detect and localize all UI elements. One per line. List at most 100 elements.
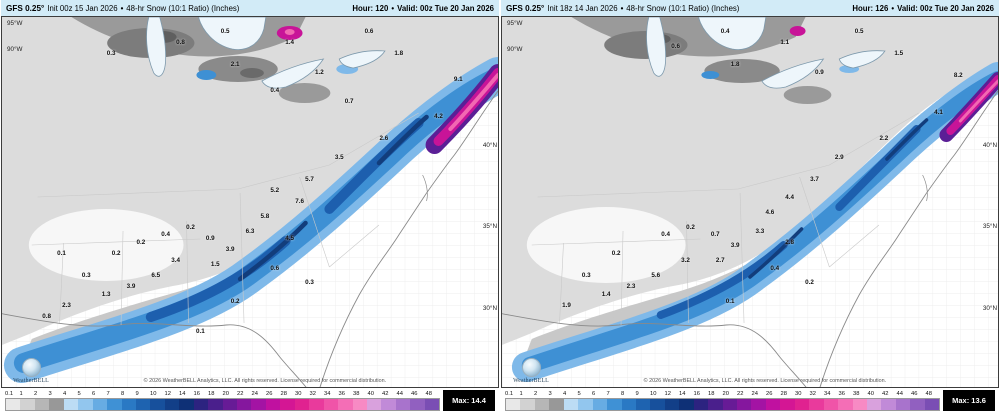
valid-time: Valid: 00z Tue 20 Jan 2026 (397, 3, 494, 13)
colorbar-tick: 14 (179, 391, 186, 397)
colorbar-cell (34, 399, 50, 410)
weatherbell-logo: WeatherBELL (7, 358, 55, 384)
colorbar-cell (823, 399, 839, 410)
colorbar-cell (265, 399, 281, 410)
weatherbell-logo-text: WeatherBELL (13, 378, 49, 384)
colorbar-cell (6, 399, 21, 410)
snow-value-label: 7.6 (295, 197, 304, 205)
panel-header: GFS 0.25° Init 00z 15 Jan 2026 • 48-hr Snow… (1, 0, 499, 16)
colorbar-tick: 36 (838, 391, 845, 397)
longitude-label: 95°W (506, 19, 523, 27)
snow-value-label: 2.1 (230, 60, 240, 68)
longitude-label: 90°W (6, 45, 23, 53)
coastline (502, 90, 998, 387)
colorbar-cell (621, 399, 636, 410)
state-borders (31, 112, 419, 326)
snow-value-label: 2.7 (715, 257, 725, 265)
colorbar-cell (193, 399, 209, 410)
colorbar-tick: 10 (150, 391, 157, 397)
colorbar-tick: 2 (34, 391, 38, 397)
snow-value-label: 3.2 (681, 257, 690, 265)
colorbar-tick: 48 (425, 391, 432, 397)
colorbar-tick: 10 (650, 391, 657, 397)
snow-value-label: 1.5 (210, 260, 220, 268)
snow-band-mid-blue (13, 67, 498, 373)
snow-value-label: 6.5 (151, 271, 161, 279)
colorbar-cell (549, 399, 564, 410)
snow-value-label: 1.4 (285, 38, 295, 46)
colorbar-tick: 18 (708, 391, 715, 397)
colorbar-tick: 6 (92, 391, 96, 397)
colorbar-tick: 26 (266, 391, 273, 397)
colorbar-cell (135, 399, 151, 410)
snow-value-label: 0.2 (111, 249, 121, 257)
coastline (2, 90, 498, 387)
snow-value-label: 1.8 (730, 60, 740, 68)
snow-value-label: 1.5 (894, 49, 904, 57)
colorbar-tick: 30 (295, 391, 302, 397)
snow-value-label: 1.2 (315, 68, 324, 76)
snow-value-label: 0.2 (230, 297, 240, 305)
colorbar-tick: 20 (722, 391, 729, 397)
colorbar-tick: 0.1 (5, 391, 14, 397)
colorbar-tick: 20 (222, 391, 229, 397)
colorbar-cell (309, 399, 324, 410)
snow-value-label: 2.3 (626, 282, 636, 290)
snow-value-label: 2.6 (379, 134, 389, 142)
colorbar-cell (92, 399, 108, 410)
snow-value-label: 0.4 (270, 86, 280, 94)
colorbar-ticks: 0.1 1 2 3 4 5 6 7 8 9 10 12 14 16 18 20 22 24 26 28 30 32 34 36… (505, 390, 940, 398)
colorbar-tick: 4 (563, 391, 567, 397)
colorbar-tick: 26 (766, 391, 773, 397)
weatherbell-logo-text: WeatherBELL (513, 378, 549, 384)
colorbar-cell (410, 399, 425, 410)
snow-value-label: 9.1 (453, 75, 463, 83)
colorbar-cell (881, 399, 896, 410)
snow-value-label: 0.3 (106, 49, 116, 57)
snow-value-label: 0.6 (671, 42, 680, 50)
snow-band-navy (237, 114, 429, 282)
snow-band-pink-core (448, 73, 498, 131)
snow-value-label: 1.8 (394, 49, 404, 57)
colorbar-tick: 46 (411, 391, 418, 397)
panel-title: GFS 0.25° Init 00z 15 Jan 2026 • 48-hr Snow… (6, 3, 240, 13)
snow-value-label: 3.3 (755, 227, 765, 235)
colorbar-tick: 0.1 (505, 391, 514, 397)
colorbar-cell (222, 399, 237, 410)
colorbar-area: 0.1 1 2 3 4 5 6 7 8 9 10 12 14 16 18 20 22 24 26 28 30 32 34 36… (501, 388, 999, 414)
snow-value-label: 0.3 (305, 279, 314, 287)
snow-value-label: 0.7 (344, 97, 354, 105)
snow-value-label: 2.2 (879, 134, 889, 142)
colorbar-cell (424, 399, 440, 410)
colorbar-tick: 18 (208, 391, 215, 397)
latitude-label: 40°N (982, 141, 997, 150)
snow-value-label: 3.9 (225, 245, 235, 253)
colorbar-tick: 12 (164, 391, 171, 397)
colorbar-tick: 24 (751, 391, 758, 397)
snow-value-label: 0.1 (725, 297, 735, 305)
colorbar-tick: 5 (577, 391, 581, 397)
colorbar-tick: 32 (809, 391, 816, 397)
colorbar-tick: 36 (338, 391, 345, 397)
colorbar-cell (664, 399, 680, 410)
colorbar-cell (150, 399, 165, 410)
colorbar-cell (679, 399, 694, 410)
snow-value-label: 0.8 (176, 38, 185, 46)
state-borders (531, 112, 919, 326)
colorbar-cell (765, 399, 781, 410)
snow-value-label: 1.9 (562, 301, 571, 309)
colorbar-tick: 5 (77, 391, 81, 397)
snow-map-right: WeatherBELL © 2026 WeatherBELL Analytics… (501, 16, 999, 388)
colorbar-cell (251, 399, 266, 410)
colorbar-cell (534, 399, 550, 410)
panel-valid-time: Hour: 126 • Valid: 00z Tue 20 Jan 2026 (852, 3, 994, 13)
snow-value-label: 2.9 (834, 153, 844, 161)
colorbar-tick: 28 (780, 391, 787, 397)
colorbar-tick: 48 (925, 391, 932, 397)
snow-value-label: 5.8 (260, 212, 270, 220)
colorbar-tick: 9 (135, 391, 139, 397)
colorbar-cell (563, 399, 579, 410)
colorbar-cell (164, 399, 180, 410)
snow-value-label: 2.3 (62, 301, 71, 309)
colorbar-cell (578, 399, 593, 410)
